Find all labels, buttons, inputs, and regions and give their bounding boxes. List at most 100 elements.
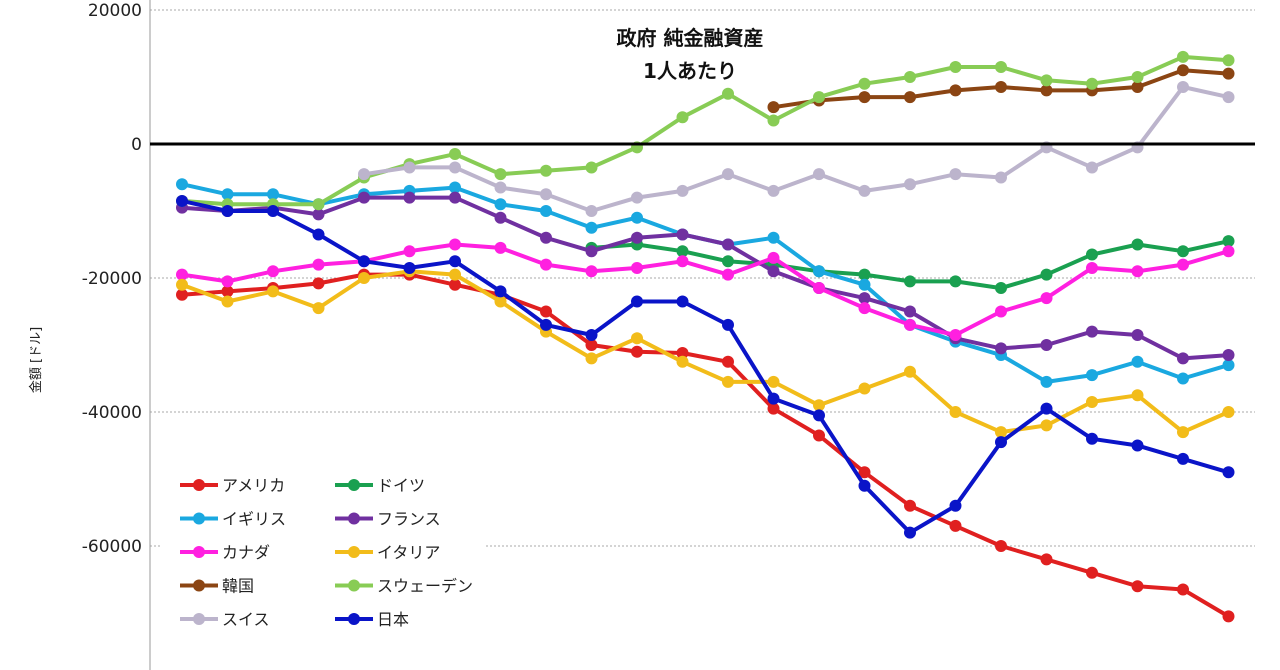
legend-item: アメリカ — [180, 476, 285, 495]
data-point — [449, 181, 461, 194]
legend-item: 日本 — [335, 610, 409, 629]
data-point — [1177, 81, 1189, 94]
data-point — [1222, 54, 1235, 67]
data-point — [494, 168, 507, 181]
data-point — [904, 275, 916, 288]
data-point — [676, 295, 689, 308]
y-tick-label: -20000 — [82, 269, 142, 289]
data-point — [585, 339, 598, 351]
data-point — [858, 466, 871, 479]
data-point — [176, 194, 188, 207]
data-point — [494, 295, 507, 308]
data-point — [221, 205, 234, 217]
data-point — [1177, 583, 1189, 596]
y-tick-labels: 20000 0 -20000 -40000 -60000 — [82, 1, 142, 557]
data-point — [995, 171, 1007, 184]
series-日本 — [176, 194, 1235, 539]
data-point — [949, 328, 962, 341]
data-point — [1086, 566, 1098, 579]
data-point — [221, 285, 234, 298]
y-tick-label: -40000 — [82, 403, 142, 423]
data-point — [995, 282, 1007, 295]
data-point — [1086, 325, 1098, 338]
series-line — [180, 269, 1231, 435]
data-point — [449, 161, 461, 174]
data-point — [767, 375, 780, 388]
data-point — [631, 332, 643, 345]
data-point — [176, 278, 188, 291]
data-point — [813, 282, 825, 295]
data-point — [676, 111, 689, 124]
data-point — [995, 540, 1007, 552]
data-point — [1177, 352, 1189, 365]
data-point — [722, 87, 734, 100]
legend-item: スウェーデン — [335, 577, 473, 596]
data-point — [494, 198, 507, 211]
series-lines — [176, 50, 1235, 623]
legend-swatch-marker — [348, 512, 360, 525]
data-point — [904, 318, 916, 331]
legend-label: スイス — [222, 610, 270, 629]
data-point — [540, 258, 552, 271]
data-point — [631, 261, 643, 274]
data-point — [858, 278, 871, 291]
series-line — [180, 198, 1231, 535]
data-point — [858, 382, 871, 395]
data-point — [358, 255, 370, 268]
data-point — [1086, 248, 1098, 261]
data-point — [1222, 235, 1235, 248]
y-tick-label: 0 — [131, 135, 142, 155]
data-point — [312, 208, 325, 221]
data-point — [904, 365, 916, 378]
data-point — [585, 245, 598, 258]
data-point — [767, 101, 780, 114]
data-point — [1222, 349, 1235, 362]
data-point — [267, 205, 279, 217]
data-point — [267, 265, 279, 278]
data-point — [540, 231, 552, 244]
data-point — [1222, 610, 1235, 623]
legend-swatch-marker — [348, 479, 360, 491]
data-point — [1040, 74, 1053, 87]
data-point — [585, 205, 598, 217]
legend-item: イギリス — [180, 510, 286, 529]
data-point — [1177, 245, 1189, 258]
legend-swatch-marker — [193, 546, 205, 558]
data-point — [585, 328, 598, 341]
data-point — [722, 268, 734, 281]
data-point — [494, 241, 507, 254]
data-point — [403, 245, 416, 258]
data-point — [1040, 419, 1053, 432]
legend-swatch-marker — [348, 613, 360, 625]
data-point — [403, 161, 416, 174]
data-point — [767, 265, 780, 278]
data-point — [1040, 402, 1053, 415]
data-point — [449, 148, 461, 161]
data-point — [1222, 466, 1235, 479]
data-point — [995, 436, 1007, 449]
data-point — [722, 375, 734, 388]
data-point — [813, 409, 825, 422]
data-point — [1222, 91, 1235, 104]
data-point — [1131, 580, 1144, 593]
data-point — [1222, 67, 1235, 80]
data-point — [449, 268, 461, 281]
legend-swatch-marker — [193, 479, 205, 491]
data-point — [540, 305, 552, 318]
data-point — [722, 238, 734, 251]
data-point — [585, 221, 598, 234]
data-point — [1131, 265, 1144, 278]
legend-label: スウェーデン — [377, 577, 473, 596]
data-point — [585, 352, 598, 365]
legend-label: イタリア — [377, 543, 440, 562]
data-point — [858, 302, 871, 315]
chart-title: 政府 純金融資産 — [617, 26, 764, 50]
data-point — [1177, 426, 1189, 439]
data-point — [1040, 292, 1053, 305]
data-point — [267, 285, 279, 298]
data-point — [813, 399, 825, 412]
data-point — [813, 91, 825, 104]
data-point — [221, 295, 234, 308]
series-イタリア — [176, 265, 1235, 439]
